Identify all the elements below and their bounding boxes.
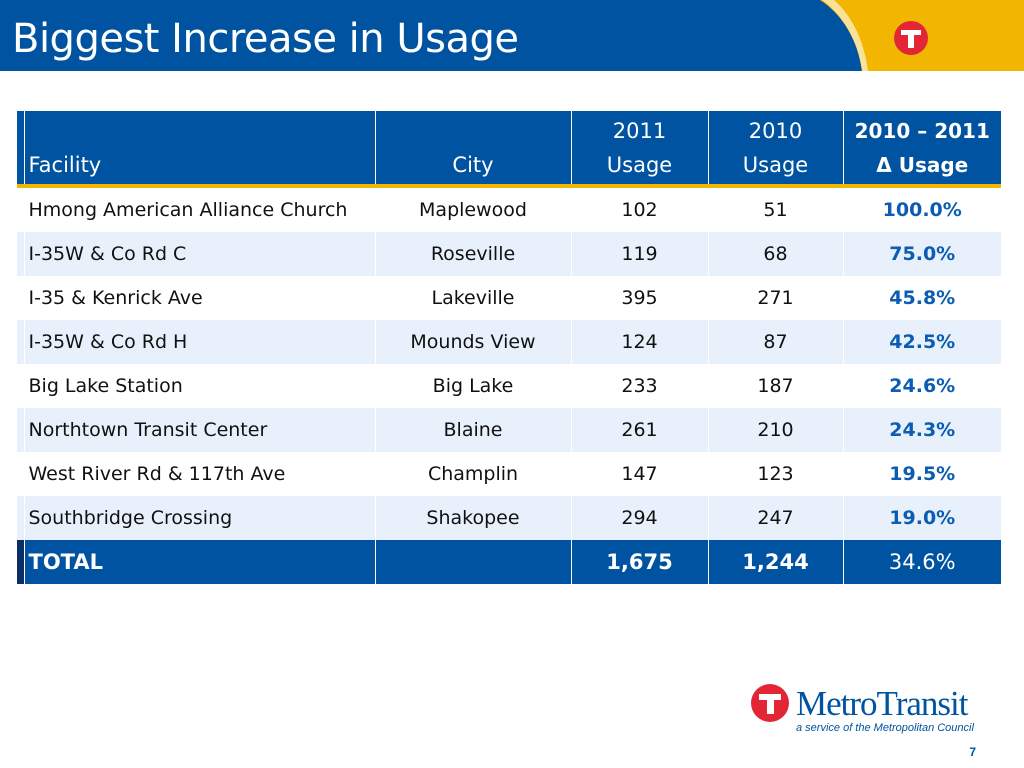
row-stripe	[17, 276, 24, 320]
facility-cell: I-35W & Co Rd H	[23, 320, 375, 364]
usage-2010-cell: 123	[707, 452, 843, 496]
col-header-2010-line1: 2010	[748, 118, 803, 143]
row-stripe	[17, 320, 24, 364]
city-cell: Champlin	[374, 452, 571, 496]
total-stripe	[17, 540, 24, 584]
total-change: 34.6%	[842, 540, 1001, 584]
page-number: 7	[969, 745, 976, 759]
city-cell: Maplewood	[374, 186, 571, 232]
row-stripe	[17, 364, 24, 408]
logo-word-transit: Transit	[876, 684, 969, 723]
facility-cell: Southbridge Crossing	[23, 496, 375, 540]
facility-cell: Northtown Transit Center	[23, 408, 375, 452]
city-cell: Lakeville	[374, 276, 571, 320]
metro-transit-logo: MetroTransit a service of the Metropolit…	[750, 683, 982, 741]
facility-cell: Hmong American Alliance Church	[23, 186, 375, 232]
row-stripe	[17, 496, 24, 540]
usage-table: Facility City 2011 Usage 2010 Usage 2010…	[17, 111, 1001, 584]
usage-2011-cell: 102	[570, 186, 708, 232]
metro-transit-t-icon	[751, 684, 789, 722]
change-cell: 75.0%	[842, 232, 1001, 276]
facility-cell: Big Lake Station	[23, 364, 375, 408]
col-header-change-line2: Δ Usage	[876, 152, 969, 177]
header-stripe	[17, 111, 24, 188]
city-cell: Big Lake	[374, 364, 571, 408]
table-row: Hmong American Alliance Church Maplewood…	[17, 186, 1001, 232]
usage-2011-cell: 395	[570, 276, 708, 320]
usage-2010-cell: 51	[707, 186, 843, 232]
facility-cell: I-35W & Co Rd C	[23, 232, 375, 276]
change-cell: 24.6%	[842, 364, 1001, 408]
usage-2011-cell: 294	[570, 496, 708, 540]
usage-2010-cell: 247	[707, 496, 843, 540]
col-header-change-line1: 2010 – 2011	[854, 118, 990, 143]
metro-transit-t-icon	[894, 21, 928, 55]
row-stripe	[17, 232, 24, 276]
usage-2010-cell: 210	[707, 408, 843, 452]
change-cell: 24.3%	[842, 408, 1001, 452]
change-cell: 100.0%	[842, 186, 1001, 232]
change-cell: 42.5%	[842, 320, 1001, 364]
total-city-cell	[374, 540, 571, 584]
logo-wordmark: MetroTransit	[796, 684, 969, 724]
logo-word-metro: Metro	[796, 684, 878, 723]
usage-2011-cell: 233	[570, 364, 708, 408]
usage-2010-cell: 271	[707, 276, 843, 320]
city-cell: Roseville	[374, 232, 571, 276]
usage-2010-cell: 187	[707, 364, 843, 408]
total-row: TOTAL 1,675 1,244 34.6%	[17, 540, 1001, 584]
change-cell: 19.5%	[842, 452, 1001, 496]
usage-2010-cell: 68	[707, 232, 843, 276]
table-header-row: Facility City 2011 Usage 2010 Usage 2010…	[17, 111, 1001, 188]
usage-2011-cell: 119	[570, 232, 708, 276]
table-row: Northtown Transit Center Blaine 261 210 …	[17, 408, 1001, 452]
facility-cell: West River Rd & 117th Ave	[23, 452, 375, 496]
col-header-2011-usage: 2011 Usage	[570, 111, 708, 188]
slide-header: Biggest Increase in Usage	[0, 0, 1024, 71]
row-stripe	[17, 186, 24, 232]
city-cell: Blaine	[374, 408, 571, 452]
table-row: I-35W & Co Rd C Roseville 119 68 75.0%	[17, 232, 1001, 276]
col-header-facility: Facility	[23, 111, 375, 188]
usage-2011-cell: 124	[570, 320, 708, 364]
facility-cell: I-35 & Kenrick Ave	[23, 276, 375, 320]
page-title: Biggest Increase in Usage	[12, 16, 519, 62]
table-row: West River Rd & 117th Ave Champlin 147 1…	[17, 452, 1001, 496]
col-header-2011-line2: Usage	[606, 152, 673, 177]
total-usage-2010: 1,244	[707, 540, 843, 584]
change-cell: 19.0%	[842, 496, 1001, 540]
usage-2010-cell: 87	[707, 320, 843, 364]
change-cell: 45.8%	[842, 276, 1001, 320]
total-label: TOTAL	[23, 540, 375, 584]
col-header-city: City	[374, 111, 571, 188]
col-header-2011-line1: 2011	[612, 118, 667, 143]
row-stripe	[17, 408, 24, 452]
usage-2011-cell: 261	[570, 408, 708, 452]
city-cell: Shakopee	[374, 496, 571, 540]
col-header-2010-usage: 2010 Usage	[707, 111, 843, 188]
table-row: I-35 & Kenrick Ave Lakeville 395 271 45.…	[17, 276, 1001, 320]
col-header-2010-line2: Usage	[742, 152, 809, 177]
total-usage-2011: 1,675	[570, 540, 708, 584]
row-stripe	[17, 452, 24, 496]
table-row: Southbridge Crossing Shakopee 294 247 19…	[17, 496, 1001, 540]
city-cell: Mounds View	[374, 320, 571, 364]
col-header-change: 2010 – 2011 Δ Usage	[842, 111, 1001, 188]
table-row: Big Lake Station Big Lake 233 187 24.6%	[17, 364, 1001, 408]
logo-tagline: a service of the Metropolitan Council	[796, 722, 974, 734]
usage-2011-cell: 147	[570, 452, 708, 496]
table-row: I-35W & Co Rd H Mounds View 124 87 42.5%	[17, 320, 1001, 364]
